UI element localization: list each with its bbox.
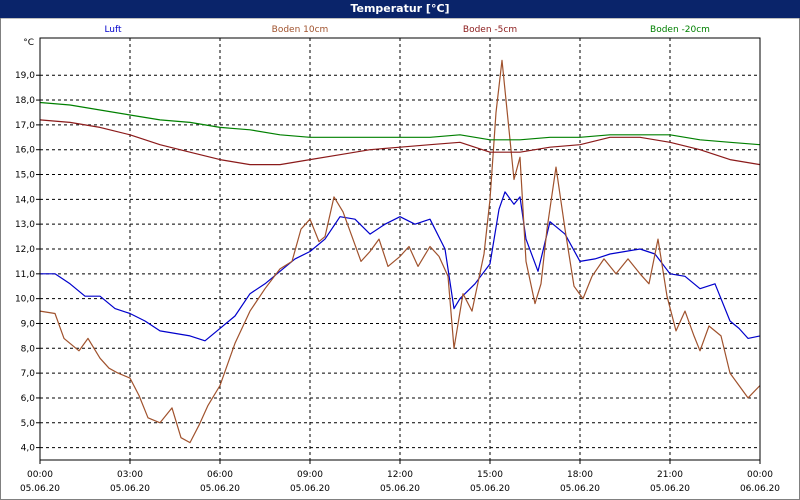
series-lines (39, 59, 761, 444)
temperature-chart: 4,0 5,0 6,0 7,0 8,0 9,0 10,0 11,0 12,0 13,0 14,0 15… (0, 18, 800, 500)
x-tick-date-label: 05.06.20 (470, 484, 510, 494)
y-tick-label: 14,0 (15, 195, 35, 205)
y-tick-label: 12,0 (15, 245, 35, 255)
y-tick-label: 16,0 (15, 146, 35, 156)
x-tick-time-label: 21:00 (657, 470, 683, 480)
y-tick-label: 5,0 (21, 419, 36, 429)
y-tick-label: 7,0 (21, 369, 36, 379)
y-tick-label: 10,0 (15, 295, 35, 305)
legend-entry-4: Boden -20cm (650, 25, 710, 35)
y-tick-label: 6,0 (21, 394, 36, 404)
x-tick-date-label: 05.06.20 (110, 484, 150, 494)
y-tick-label: 4,0 (21, 444, 36, 454)
window-title-bar: Temperatur [°C] (0, 0, 800, 18)
y-tick-label: 15,0 (15, 171, 35, 181)
series-line-4 (39, 101, 761, 146)
y-tick-label: 19,0 (15, 71, 35, 81)
y-tick-label: 9,0 (21, 319, 36, 329)
y-tick-label: 11,0 (15, 270, 35, 280)
grid-lines (40, 38, 760, 460)
y-tick-label: 8,0 (21, 344, 36, 354)
x-tick-date-label: 05.06.20 (290, 484, 330, 494)
series-line-3 (39, 119, 761, 166)
x-tick-date-label: 05.06.20 (20, 484, 60, 494)
y-tick-label: 13,0 (15, 220, 35, 230)
legend-entry-3: Boden -5cm (463, 25, 517, 35)
chart-title: Temperatur [°C] (350, 2, 450, 15)
x-tick-date-label: 06.06.20 (740, 484, 780, 494)
y-tick-label: 17,0 (15, 121, 35, 131)
x-tick-date-label: 05.06.20 (560, 484, 600, 494)
x-tick-date-label: 05.06.20 (380, 484, 420, 494)
x-tick-time-label: 06:00 (207, 470, 233, 480)
x-tick-time-label: 00:00 (27, 470, 53, 480)
series-line-2 (39, 59, 761, 444)
chart-background (0, 18, 800, 500)
y-tick-label: 18,0 (15, 96, 35, 106)
axis-labels: 4,0 5,0 6,0 7,0 8,0 9,0 10,0 11,0 12,0 13,0 14,0 15… (15, 38, 780, 494)
x-tick-time-label: 00:00 (747, 470, 773, 480)
x-tick-time-label: 03:00 (117, 470, 143, 480)
y-axis-label: °C (23, 38, 34, 48)
x-tick-time-label: 12:00 (387, 470, 413, 480)
x-tick-time-label: 09:00 (297, 470, 323, 480)
x-tick-date-label: 05.06.20 (650, 484, 690, 494)
series-line-1 (40, 191, 761, 342)
legend: Luft Boden 10cm Boden -5cm Boden -20cm (104, 25, 710, 35)
legend-entry-2: Boden 10cm (272, 25, 329, 35)
legend-entry-1: Luft (104, 25, 122, 35)
x-tick-date-label: 05.06.20 (200, 484, 240, 494)
x-tick-time-label: 18:00 (567, 470, 593, 480)
x-tick-time-label: 15:00 (477, 470, 503, 480)
